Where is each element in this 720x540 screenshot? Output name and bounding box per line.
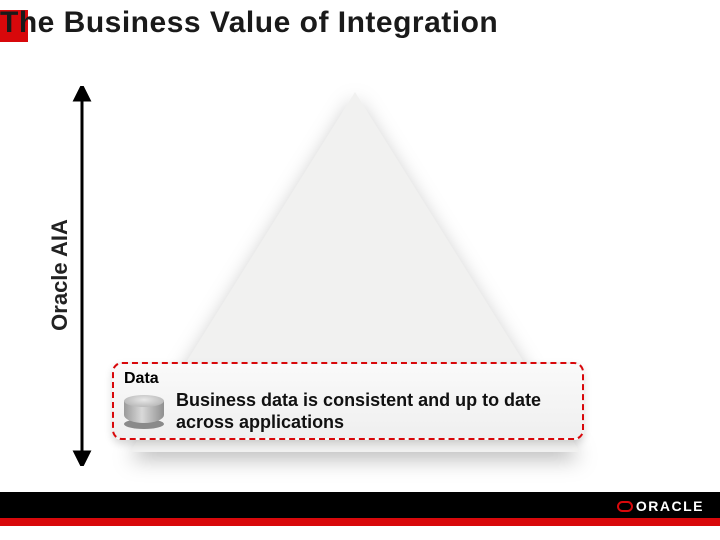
footer-bar-black xyxy=(0,492,720,518)
footer-bar-white xyxy=(0,526,720,540)
slide-title: The Business Value of Integration xyxy=(0,6,720,40)
callout-tag: Data xyxy=(124,370,572,388)
oracle-logo-text: ORACLE xyxy=(636,498,704,514)
oracle-logo: ORACLE xyxy=(617,498,704,514)
vertical-label: Oracle AIA xyxy=(47,219,73,331)
data-callout: Data Business data is consistent and up … xyxy=(112,362,584,440)
footer-bar-red xyxy=(0,518,720,526)
callout-text: Business data is consistent and up to da… xyxy=(176,390,572,433)
oracle-logo-o-icon xyxy=(617,501,633,512)
slide: The Business Value of Integration Oracle… xyxy=(0,0,720,540)
vertical-double-arrow-icon xyxy=(72,86,92,466)
database-icon xyxy=(124,395,164,429)
callout-body: Business data is consistent and up to da… xyxy=(124,390,572,433)
